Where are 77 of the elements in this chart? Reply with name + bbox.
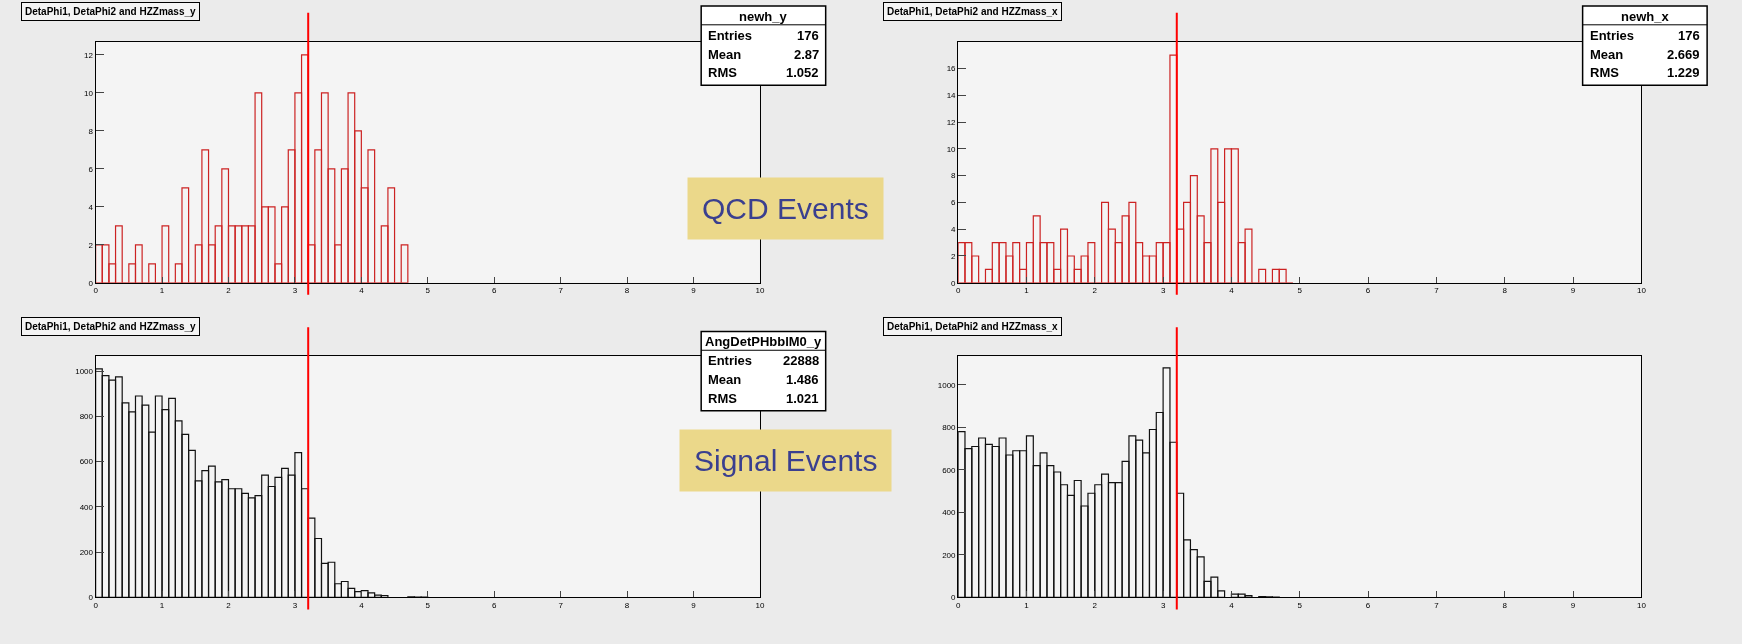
y-tick-label: 0 [88, 278, 94, 288]
y-tick-label: 600 [79, 457, 94, 467]
x-tick-label: 4 [1229, 286, 1235, 296]
x-tick-label: 4 [1229, 600, 1235, 610]
x-tick-label: 10 [1636, 600, 1647, 610]
y-tick-label: 400 [942, 508, 957, 518]
x-tick-label: 9 [691, 286, 697, 296]
x-tick-label: 6 [1365, 600, 1371, 610]
x-tick-label: 2 [1092, 600, 1098, 610]
x-tick-label: 7 [558, 286, 564, 296]
x-tick-label: 2 [226, 286, 232, 296]
y-tick-label: 200 [942, 550, 957, 560]
y-tick-label: 2 [951, 251, 957, 261]
x-tick-label: 6 [1365, 286, 1371, 296]
y-tick-label: 16 [946, 64, 957, 74]
x-tick-label: 8 [624, 286, 630, 296]
y-tick-label: 600 [942, 465, 957, 475]
x-tick-label: 7 [1434, 600, 1440, 610]
y-tick-label: 6 [88, 164, 94, 174]
y-tick-label: 8 [88, 126, 94, 136]
x-tick-label: 3 [1160, 600, 1166, 610]
annotation: QCD Events [702, 192, 869, 225]
x-tick-label: 10 [755, 600, 765, 610]
chart-title: DetaPhi1, DetaPhi2 and HZZmass_x [887, 6, 1059, 17]
x-tick-label: 8 [1502, 600, 1508, 610]
x-tick-label: 5 [425, 286, 431, 296]
x-tick-label: 3 [1160, 286, 1166, 296]
y-tick-label: 8 [951, 171, 957, 181]
text: newh_x Entries 176 Mean 2.669 RMS 1.229 [1590, 9, 1700, 80]
y-tick-label: 4 [951, 225, 957, 234]
x-tick-label: 3 [292, 600, 298, 610]
x-tick-label: 2 [226, 600, 232, 610]
y-tick-label: 10 [84, 88, 94, 98]
x-tick-label: 10 [755, 286, 765, 296]
y-tick-label: 2 [88, 240, 94, 250]
x-tick-label: 5 [425, 600, 431, 610]
annotation: Signal Events [694, 444, 878, 477]
x-tick-label: 6 [491, 286, 497, 296]
x-tick-label: 1 [1024, 286, 1030, 296]
text: AngDetPHbblM0_y Entries 22888 Mean 1.486 RMS 1.021 [705, 334, 822, 406]
x-tick-label: 4 [359, 286, 365, 296]
x-tick-label: 9 [1570, 286, 1576, 296]
x-tick-label: 3 [292, 286, 298, 296]
y-tick-label: 14 [946, 91, 957, 101]
chart-title: DetaPhi1, DetaPhi2 and HZZmass_x [887, 321, 1059, 332]
y-tick-label: 400 [79, 502, 94, 512]
text: newh_y Entries 176 Mean 2.87 RMS 1.052 [708, 9, 820, 80]
y-tick-label: 800 [942, 423, 957, 433]
x-tick-label: 5 [1297, 600, 1303, 610]
y-tick-label: 0 [951, 278, 957, 288]
chart-title: DetaPhi1, DetaPhi2 and HZZmass_y [25, 6, 197, 17]
x-tick-label: 1 [1024, 600, 1030, 610]
x-tick-label: 1 [159, 286, 165, 296]
x-tick-label: 4 [359, 600, 365, 610]
y-tick-label: 800 [79, 412, 94, 422]
x-tick-label: 10 [1636, 286, 1647, 296]
x-tick-label: 7 [558, 600, 564, 610]
x-tick-label: 7 [1434, 286, 1440, 296]
y-tick-label: 6 [951, 198, 957, 208]
y-tick-label: 4 [88, 202, 94, 212]
y-tick-label: 1000 [75, 366, 94, 376]
x-tick-label: 6 [491, 600, 497, 610]
x-tick-label: 1 [159, 600, 165, 610]
x-tick-label: 9 [691, 600, 697, 610]
x-tick-label: 2 [1092, 286, 1098, 296]
y-tick-label: 12 [84, 50, 94, 60]
y-tick-label: 0 [88, 593, 94, 603]
y-tick-label: 200 [79, 547, 94, 557]
y-tick-label: 0 [951, 593, 957, 603]
y-tick-label: 12 [946, 117, 957, 127]
x-tick-label: 8 [1502, 286, 1508, 296]
x-tick-label: 8 [624, 600, 630, 610]
x-tick-label: 5 [1297, 286, 1303, 296]
y-tick-label: 1000 [937, 380, 957, 390]
y-tick-label: 10 [946, 144, 957, 154]
x-tick-label: 9 [1570, 600, 1576, 610]
chart-title: DetaPhi1, DetaPhi2 and HZZmass_y [25, 321, 197, 332]
